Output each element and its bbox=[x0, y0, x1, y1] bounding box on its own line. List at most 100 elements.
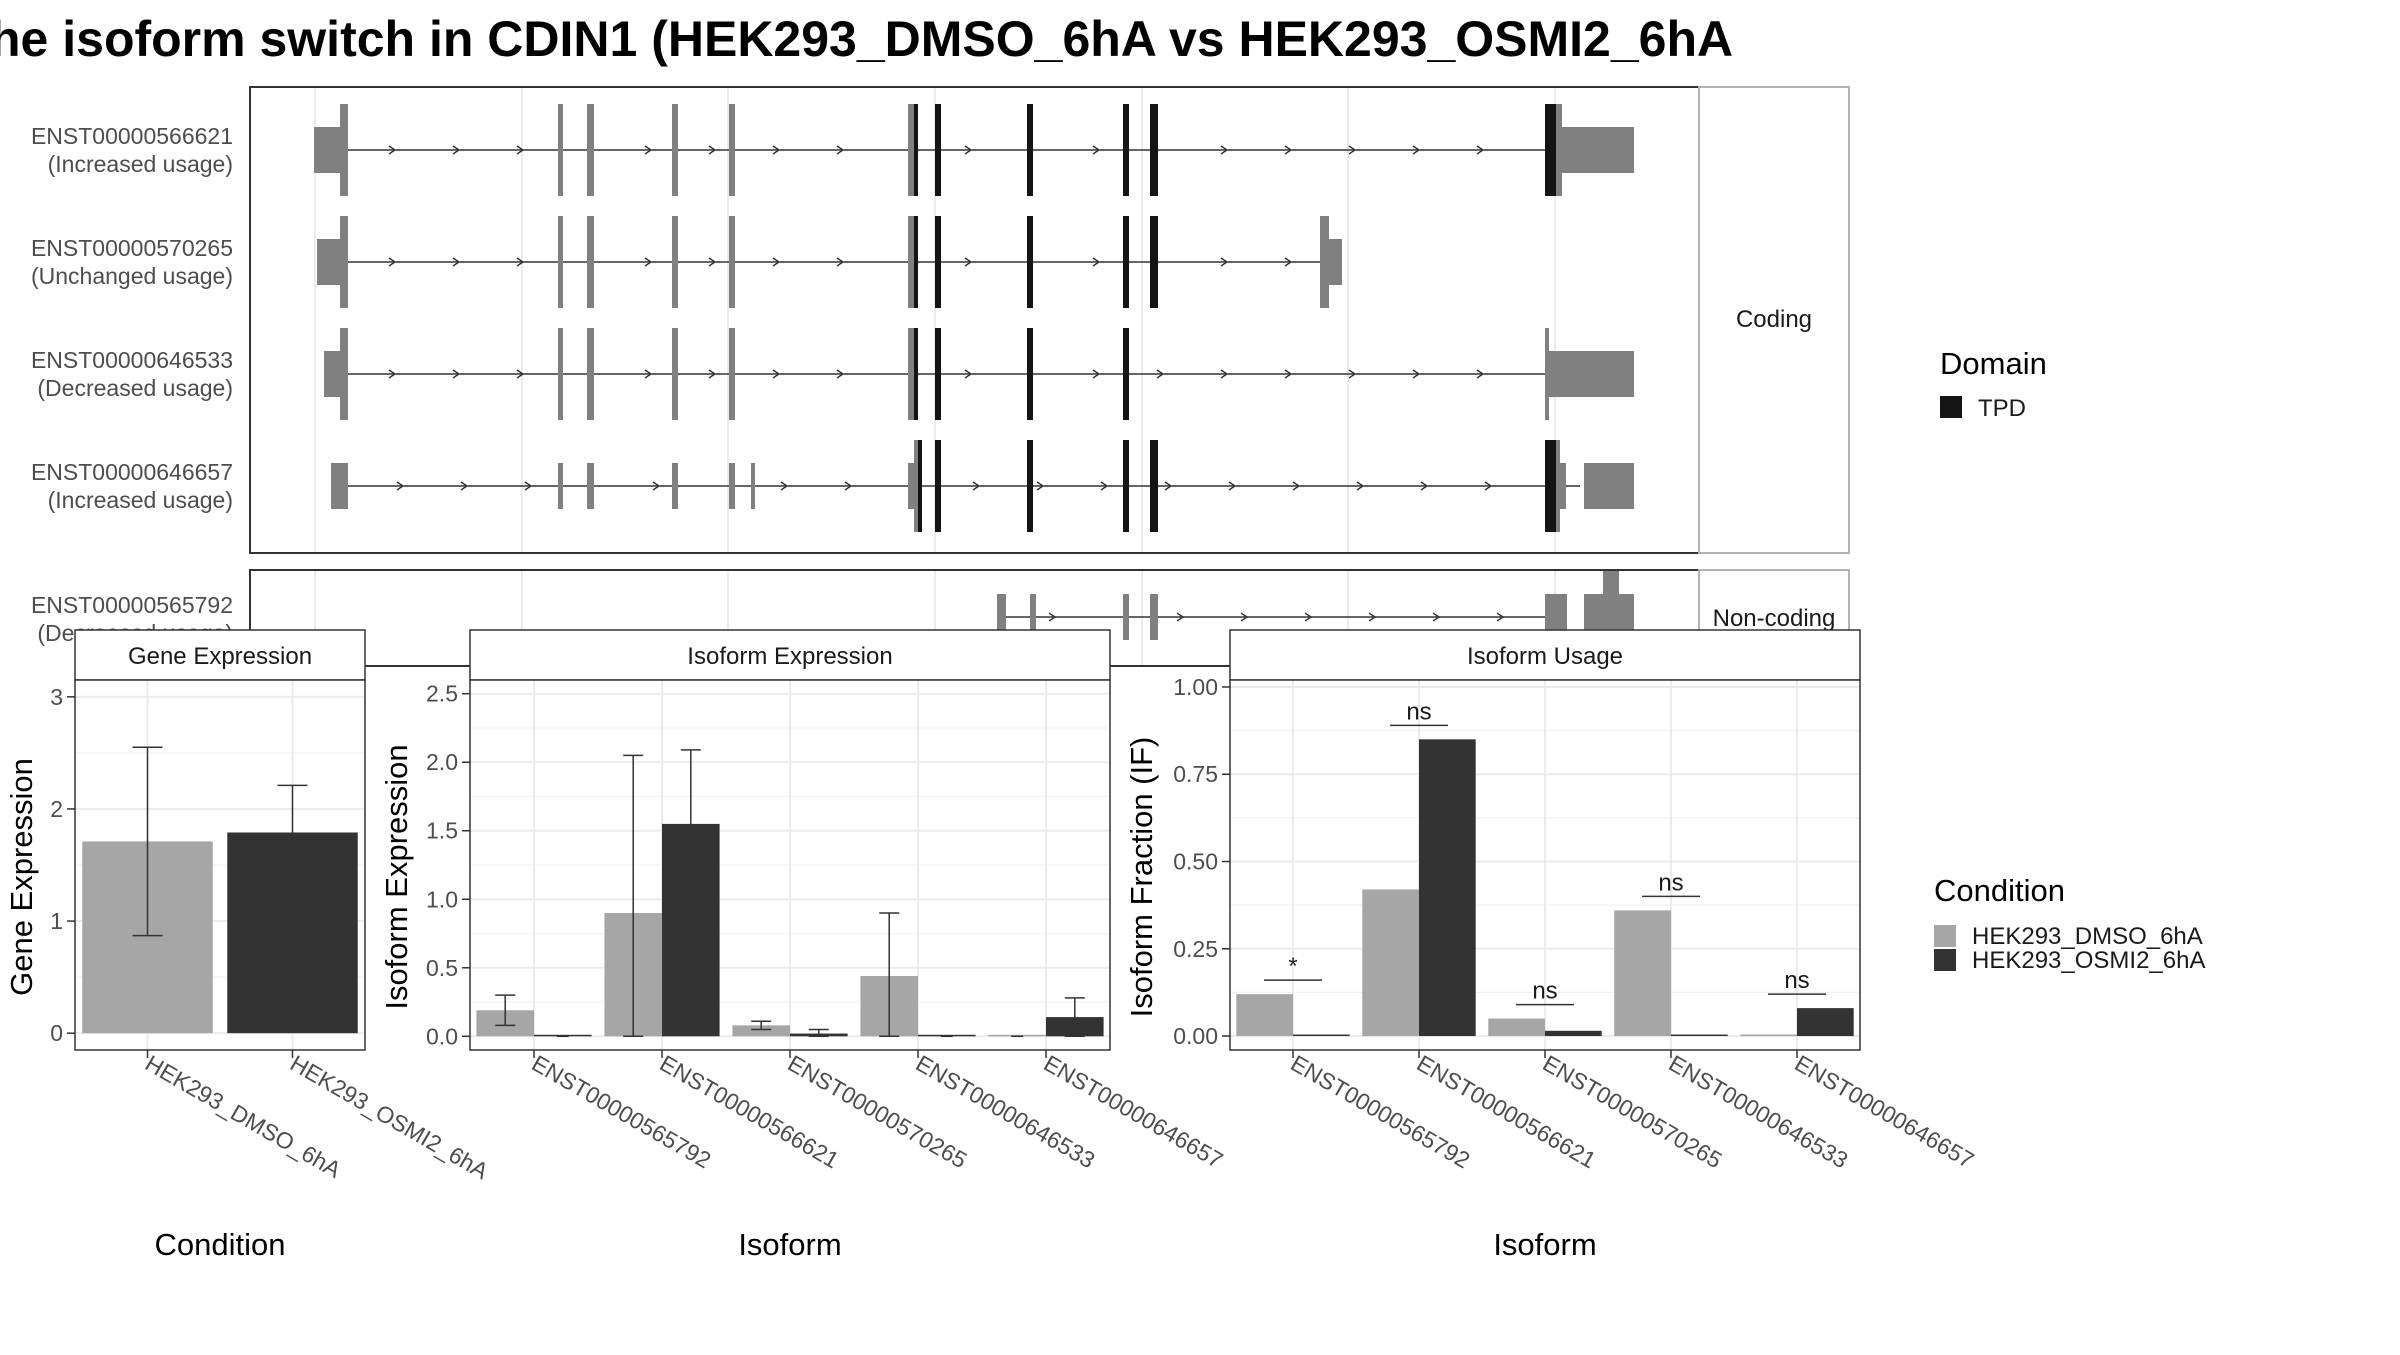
bar bbox=[1293, 1034, 1350, 1037]
domain-exon bbox=[1123, 216, 1129, 308]
cds-exon bbox=[340, 104, 348, 196]
x-axis-title: Isoform bbox=[1493, 1227, 1596, 1262]
utr-exon bbox=[729, 463, 735, 509]
utr-exon bbox=[997, 594, 1006, 640]
cds-exon bbox=[558, 216, 563, 308]
domain-legend: Domain TPD bbox=[1940, 346, 2047, 422]
intron-arrow bbox=[1496, 612, 1505, 622]
bar bbox=[1362, 889, 1419, 1037]
domain-exon bbox=[1150, 104, 1158, 196]
bar bbox=[732, 1025, 790, 1037]
utr-exon bbox=[1123, 594, 1129, 640]
condition-legend-label: HEK293_OSMI2_6hA bbox=[1972, 947, 2205, 974]
intron-arrow bbox=[1092, 257, 1101, 267]
y-tick-label: 1.00 bbox=[1173, 674, 1218, 700]
intron-arrow bbox=[452, 257, 461, 267]
transcript-id-label: ENST00000565792 bbox=[31, 592, 233, 618]
cds-exon bbox=[672, 216, 678, 308]
y-axis-title: Isoform Fraction (IF) bbox=[1124, 737, 1159, 1018]
domain-legend-title: Domain bbox=[1940, 346, 2047, 381]
intron-arrow bbox=[1220, 257, 1229, 267]
significance-label: * bbox=[1288, 953, 1297, 980]
intron-arrow bbox=[524, 481, 533, 491]
cds-exon bbox=[729, 216, 735, 308]
y-tick-label: 2 bbox=[50, 796, 63, 822]
intron-arrow bbox=[1240, 612, 1249, 622]
cds-exon bbox=[908, 216, 914, 308]
utr-exon bbox=[558, 463, 563, 509]
y-tick-label: 2.5 bbox=[426, 681, 458, 707]
cds-exon bbox=[558, 328, 563, 420]
panel-strip bbox=[74, 629, 366, 681]
intron-arrow bbox=[644, 369, 653, 379]
intron-arrow bbox=[1176, 612, 1185, 622]
intron-arrow bbox=[772, 145, 781, 155]
utr-exon bbox=[751, 463, 755, 509]
intron-arrow bbox=[1304, 612, 1313, 622]
bar bbox=[1545, 1030, 1602, 1037]
panel-strip bbox=[1229, 629, 1861, 681]
intron-arrow bbox=[644, 145, 653, 155]
utr-exon bbox=[1150, 594, 1158, 640]
intron-arrow bbox=[836, 369, 845, 379]
cds-exon bbox=[1556, 104, 1562, 196]
transcript-id-label: ENST00000570265 bbox=[31, 235, 233, 261]
y-axis-title: Gene Expression bbox=[4, 758, 39, 996]
intron-arrow bbox=[1100, 481, 1109, 491]
gene-expression-chart: Gene Expression0123HEK293_DMSO_6hAHEK293… bbox=[4, 629, 493, 1262]
intron-arrow bbox=[708, 369, 717, 379]
domain-exon bbox=[1545, 104, 1556, 196]
intron-arrow bbox=[516, 369, 525, 379]
domain-exon bbox=[935, 104, 941, 196]
coding-strip-label: Coding bbox=[1736, 306, 1812, 333]
domain-exon bbox=[935, 216, 941, 308]
cds-exon bbox=[587, 216, 594, 308]
intron-arrow bbox=[1292, 481, 1301, 491]
intron-arrow bbox=[1476, 145, 1485, 155]
intron-arrow bbox=[1036, 481, 1045, 491]
significance-label: ns bbox=[1532, 978, 1557, 1005]
cds-exon bbox=[908, 328, 914, 420]
intron-arrow bbox=[836, 145, 845, 155]
cds-exon bbox=[729, 328, 735, 420]
transcript-id-label: ENST00000566621 bbox=[31, 123, 233, 149]
intron-arrow bbox=[388, 257, 397, 267]
domain-legend-swatch bbox=[1940, 396, 1962, 418]
intron-arrow bbox=[1048, 612, 1057, 622]
transcript-usage-label: (Increased usage) bbox=[48, 151, 233, 177]
bar bbox=[1740, 1034, 1797, 1037]
utr-exon bbox=[1562, 127, 1634, 173]
intron-arrow bbox=[772, 369, 781, 379]
significance-label: ns bbox=[1406, 698, 1431, 725]
transcript-id-label: ENST00000646657 bbox=[31, 459, 233, 485]
intron-arrow bbox=[1092, 369, 1101, 379]
domain-exon bbox=[1027, 440, 1033, 532]
intron-arrow bbox=[772, 257, 781, 267]
coding-transcript-tracks bbox=[314, 104, 1634, 532]
intron-arrow bbox=[1476, 369, 1485, 379]
y-tick-label: 1 bbox=[50, 908, 63, 934]
domain-exon bbox=[1150, 440, 1158, 532]
intron-arrow bbox=[964, 257, 973, 267]
coding-panel-border bbox=[249, 86, 1700, 554]
significance-label: ns bbox=[1784, 967, 1809, 994]
y-tick-label: 0.25 bbox=[1173, 936, 1218, 962]
intron-arrow bbox=[1412, 369, 1421, 379]
intron-arrow bbox=[836, 257, 845, 267]
y-tick-label: 1.0 bbox=[426, 886, 458, 912]
isoform-expression-chart: Isoform Expression0.00.51.01.52.02.5ENST… bbox=[379, 629, 1227, 1262]
intron-arrow bbox=[1164, 481, 1173, 491]
intron-arrow bbox=[780, 481, 789, 491]
domain-exon bbox=[935, 328, 941, 420]
bar bbox=[1236, 994, 1293, 1037]
intron-arrow bbox=[1228, 481, 1237, 491]
transcript-usage-label: (Decreased usage) bbox=[37, 375, 233, 401]
transcript-usage-label: (Increased usage) bbox=[48, 487, 233, 513]
condition-legend-swatch-dmso bbox=[1934, 925, 1956, 947]
cds-exon bbox=[672, 328, 678, 420]
isoform-usage-chart: Isoform Usage * ns ns ns ns 0.00 0.25 0.50 0.75 1.… bbox=[1124, 629, 1978, 1262]
y-tick-label: 3 bbox=[50, 684, 63, 710]
domain-exon bbox=[1027, 216, 1033, 308]
intron-arrow bbox=[388, 369, 397, 379]
cds-exon bbox=[1556, 440, 1560, 532]
